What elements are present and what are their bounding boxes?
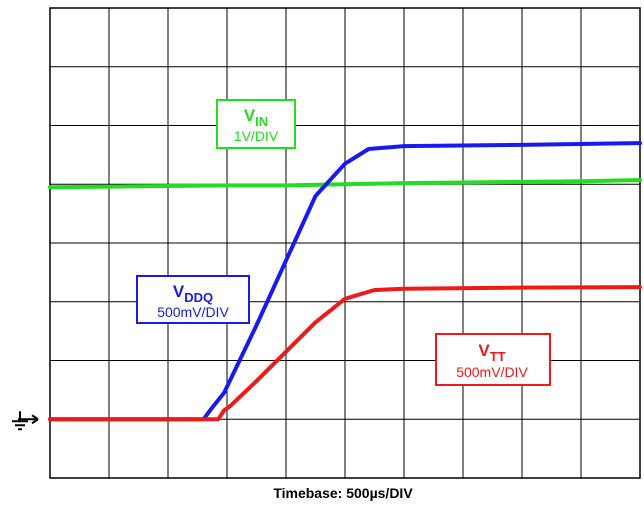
ground-marker-stroke [31, 414, 39, 421]
vtt-label-text: VTT [478, 341, 505, 364]
vin-label-box [216, 99, 296, 149]
vtt-label: VTT 500mV/DIV [435, 333, 551, 386]
timebase-caption: Timebase: 500µs/DIV [273, 485, 413, 501]
vtt-scale-text: 500mV/DIV [456, 364, 528, 380]
vin-label-main: V [244, 106, 256, 125]
vin-label-text: VIN [244, 106, 268, 129]
vin-label-sub: IN [255, 114, 268, 129]
vddq-trace [48, 141, 642, 422]
chart-grid [49, 7, 641, 479]
vddq-label-text: VDDQ [173, 282, 213, 305]
vddq-label-main: V [173, 282, 185, 301]
vtt-trace [48, 285, 642, 422]
vin-scale-text: 1V/DIV [234, 128, 279, 144]
vddq-scale-text: 500mV/DIV [157, 304, 229, 320]
vtt-label-box [435, 333, 551, 386]
vddq-label-box [136, 275, 250, 324]
vin-label: VIN 1V/DIV [216, 99, 296, 149]
plot-frame [49, 7, 641, 479]
vtt-label-sub: TT [490, 349, 506, 364]
ground-marker-stroke [31, 418, 39, 425]
vddq-label-sub: DDQ [184, 290, 213, 305]
vddq-label: VDDQ 500mV/DIV [136, 275, 250, 324]
vin-trace [48, 178, 642, 190]
vtt-label-main: V [478, 341, 490, 360]
ground-marker-icon [12, 411, 39, 431]
chart-traces [48, 141, 642, 422]
